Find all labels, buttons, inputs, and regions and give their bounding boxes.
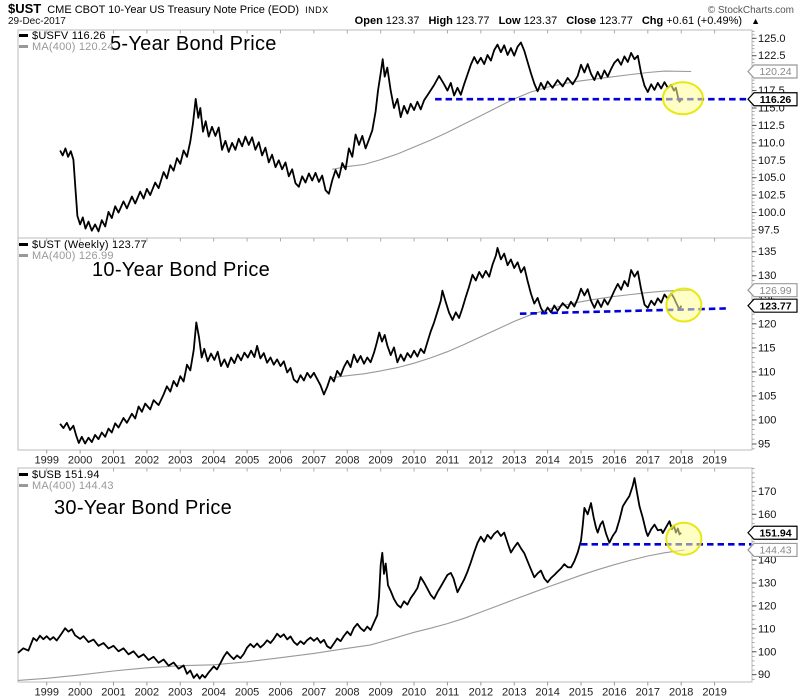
highlight-circle-10yr [665,287,703,323]
x-axis-year-label: 2006 [268,687,292,699]
y-axis-label: 120 [758,318,776,330]
y-axis-label: 110 [758,366,776,378]
x-axis-year-label: 2003 [168,687,192,699]
x-axis-year-label: 2000 [68,687,92,699]
x-axis-year-label: 2000 [68,455,92,467]
y-axis-label: 140 [758,555,776,567]
x-axis-year-label: 2005 [235,687,259,699]
y-axis-label: 100 [758,646,776,658]
y-axis-label: 105.0 [758,172,786,184]
price-line-10yr [59,246,683,445]
y-axis-label: 100 [758,414,776,426]
x-axis-year-label: 2017 [636,687,660,699]
x-axis-year-label: 2008 [335,687,359,699]
y-axis-label: 135 [758,246,776,258]
x-axis-year-label: 2011 [436,455,460,467]
y-axis-label: 97.5 [758,224,779,236]
price-tag-text: 120.24 [759,66,791,78]
y-axis-label: 130 [758,270,776,282]
x-axis-year-label: 2019 [702,455,726,467]
price-tag-price-30yr [747,525,798,540]
panel-border-30yr [17,467,753,683]
y-axis-label: 115 [758,342,776,354]
panel-border-10yr [17,237,753,451]
x-axis-year-label: 2012 [469,687,493,699]
x-axis-year-label: 2013 [502,687,526,699]
x-axis-year-label: 2013 [502,455,526,467]
x-axis-year-label: 2016 [602,455,626,467]
x-axis-year-label: 2004 [201,687,225,699]
ma-line-30yr [17,549,685,681]
x-axis-year-label: 2001 [101,455,125,467]
price-tag-price-10yr [747,298,798,313]
x-axis-year-label: 2009 [368,687,392,699]
y-axis-label: 130 [758,578,776,590]
x-axis-year-label: 2006 [268,455,292,467]
price-tag-ma-30yr [747,542,798,558]
y-axis-label: 170 [758,486,776,498]
y-axis-label: 100.0 [758,207,786,219]
x-axis-year-label: 2017 [636,455,660,467]
y-axis-label: 122.5 [758,50,786,62]
x-axis-year-label: 2014 [535,687,559,699]
price-tag-text: 144.43 [759,545,791,557]
x-axis-year-label: 2002 [135,687,159,699]
x-axis-year-label: 2018 [669,455,693,467]
x-axis-year-label: 2010 [402,687,426,699]
price-tag-text: 123.77 [759,300,791,312]
ma-line-10yr [332,289,692,379]
y-axis-label: 102.5 [758,190,786,202]
y-axis-label: 107.5 [758,155,786,167]
x-axis-year-label: 2008 [335,455,359,467]
x-axis-year-label: 2011 [436,687,460,699]
x-axis-year-label: 2019 [702,687,726,699]
y-axis-label: 112.5 [758,120,785,132]
x-axis-year-label: 2016 [602,687,626,699]
x-axis-year-label: 2010 [402,455,426,467]
price-tag-ma-5yr [747,64,798,79]
y-axis-label: 95 [758,438,770,450]
highlight-circle-5yr [661,81,704,116]
highlight-circle-30yr [665,521,703,556]
x-axis-year-label: 2003 [168,455,192,467]
x-axis-year-label: 2007 [302,455,326,467]
price-tag-price-5yr [747,92,798,107]
y-axis-label: 120 [758,600,776,612]
price-line-30yr [17,477,682,680]
x-axis-year-label: 2009 [368,455,392,467]
price-tag-text: 116.26 [760,94,792,106]
y-axis-label: 90 [758,669,770,681]
y-axis-label: 105 [758,390,776,402]
x-axis-year-label: 2015 [569,455,593,467]
price-line-5yr [59,41,682,233]
x-axis-year-label: 2002 [135,455,159,467]
x-axis-year-label: 2005 [235,455,259,467]
x-axis-year-label: 2007 [302,687,326,699]
x-axis-year-label: 2004 [201,455,225,467]
price-tag-ma-10yr [747,283,798,298]
price-tag-text: 126.99 [759,285,791,297]
y-axis-label: 125.0 [758,33,786,45]
y-axis-label: 160 [758,509,776,521]
y-axis-label: 110.0 [758,137,785,149]
y-axis-label: 110 [758,623,776,635]
x-axis-year-label: 2012 [469,455,493,467]
price-tag-text: 151.94 [759,527,791,539]
ma-line-5yr [332,70,692,170]
x-axis-year-label: 2014 [535,455,559,467]
x-axis-year-label: 2015 [569,687,593,699]
x-axis-year-label: 2001 [101,687,125,699]
x-axis-year-label: 1999 [34,687,58,699]
x-axis-year-label: 2018 [669,687,693,699]
x-axis-year-label: 1999 [34,455,58,467]
